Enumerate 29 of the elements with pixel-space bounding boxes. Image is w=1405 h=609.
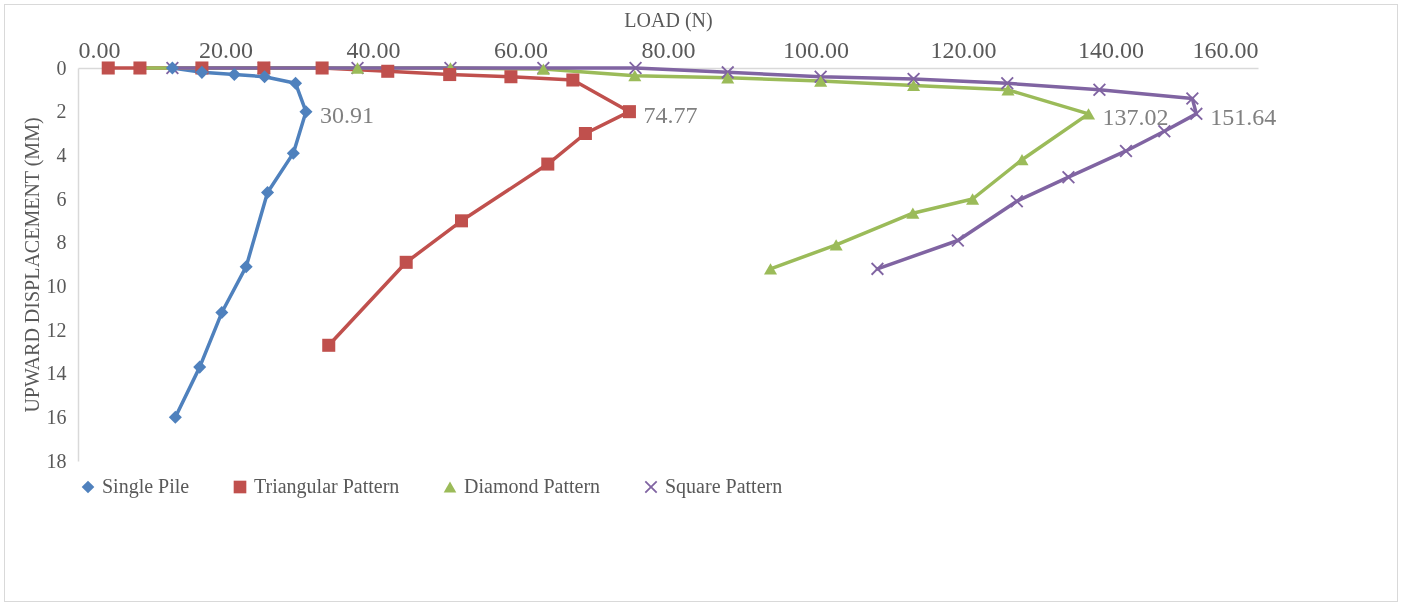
legend-label: Triangular Pattern — [254, 475, 400, 498]
x-tick-label: 160.00 — [1192, 36, 1259, 63]
x-tick-label: 120.00 — [930, 36, 997, 63]
y-tick-label: 2 — [56, 100, 67, 123]
x-axis-title: LOAD (N) — [624, 8, 713, 32]
x-tick-label: 60.00 — [494, 36, 548, 63]
annotation: 74.77 — [643, 101, 698, 128]
y-tick-label: 14 — [46, 362, 67, 385]
x-tick-label: 100.00 — [783, 36, 849, 63]
legend-label: Square Pattern — [665, 475, 783, 498]
y-tick-label: 16 — [46, 405, 67, 428]
legend-label: Single Pile — [102, 475, 190, 498]
annotation: 137.02 — [1102, 103, 1169, 130]
y-tick-label: 6 — [56, 187, 67, 210]
x-tick-label: 0.00 — [78, 36, 121, 63]
y-tick-label: 4 — [56, 143, 67, 166]
annotation: 30.91 — [319, 101, 374, 128]
x-tick-label: 40.00 — [346, 36, 401, 63]
x-tick-label: 20.00 — [199, 36, 253, 63]
y-tick-label: 0 — [56, 56, 67, 79]
x-tick-label: 140.00 — [1078, 36, 1144, 63]
y-tick-label: 12 — [46, 318, 67, 341]
annotation: 151.64 — [1210, 103, 1277, 130]
y-tick-label: 10 — [46, 274, 67, 297]
legend-label: Diamond Pattern — [464, 475, 601, 497]
y-tick-label: 18 — [46, 449, 67, 472]
y-axis-title: UPWARD DISPLACEMENT (MM) — [20, 117, 44, 413]
y-tick-label: 8 — [56, 231, 67, 254]
x-tick-label: 80.00 — [641, 36, 696, 63]
